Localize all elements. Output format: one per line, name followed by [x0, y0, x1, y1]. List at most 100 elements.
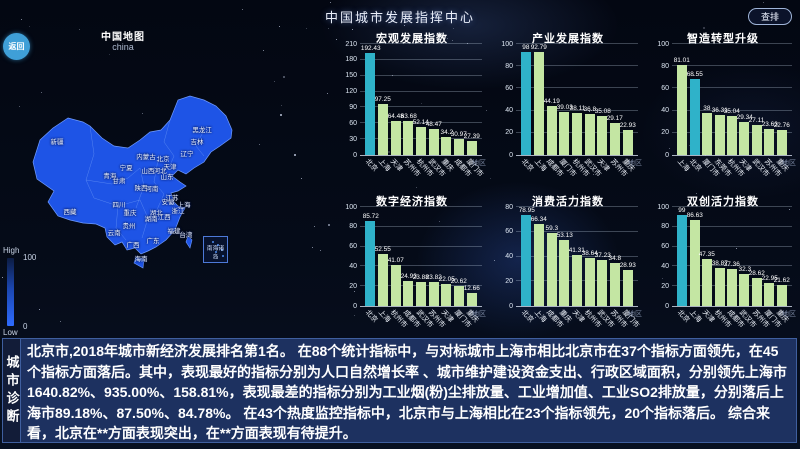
bar-上海[interactable]: [377, 103, 389, 155]
province-label-河北[interactable]: 河北: [153, 167, 167, 175]
south-china-sea-inset: 南海诸岛: [203, 236, 228, 263]
bar-天津[interactable]: [597, 116, 608, 155]
bar-北京[interactable]: [521, 52, 532, 155]
bar-column-武汉市: 48.47: [426, 44, 442, 155]
bar-天津[interactable]: [441, 284, 452, 306]
bar-武汉市[interactable]: [739, 274, 750, 306]
province-label-宁夏[interactable]: 宁夏: [119, 164, 133, 172]
bar-重庆[interactable]: [559, 240, 570, 306]
bar-杭州市[interactable]: [727, 116, 737, 155]
bar-武汉市[interactable]: [751, 124, 762, 155]
bar-厦门市[interactable]: [466, 140, 477, 155]
bar-北京[interactable]: [677, 215, 688, 306]
province-label-广西[interactable]: 广西: [126, 241, 140, 249]
bar-天津[interactable]: [702, 259, 713, 306]
province-label-辽宁[interactable]: 辽宁: [180, 150, 194, 158]
bar-重庆[interactable]: [776, 129, 787, 155]
bar-东莞市[interactable]: [714, 114, 725, 155]
bar-苏州市[interactable]: [403, 121, 414, 155]
star: [410, 11, 411, 12]
china-map[interactable]: 新疆 黑龙江吉林辽宁 内蒙古 北京 天津 河北 山西 山东 宁夏 青海 甘肃 陕西 河南西藏 四川 重庆 湖北…: [28, 90, 238, 305]
bar-武汉市[interactable]: [597, 259, 608, 306]
province-label-湖北[interactable]: 湖北: [149, 209, 163, 217]
province-label-陕西[interactable]: 陕西: [134, 184, 148, 192]
bar-北京[interactable]: [521, 215, 532, 306]
bar-上海[interactable]: [533, 223, 545, 306]
province-label-福建[interactable]: 福建: [167, 227, 181, 235]
province-label-江西[interactable]: 江西: [157, 213, 171, 221]
bar-厦门市[interactable]: [453, 285, 465, 306]
bar-天津[interactable]: [390, 120, 401, 155]
bar-天津[interactable]: [571, 254, 583, 306]
bar-重庆[interactable]: [441, 136, 452, 155]
bar-成都市[interactable]: [546, 105, 557, 155]
bar-上海[interactable]: [377, 253, 389, 306]
y-axis-tick: 40: [505, 107, 513, 115]
province-label-上海[interactable]: 上海: [177, 201, 191, 209]
bar-成都市[interactable]: [403, 281, 414, 306]
bar-杭州市[interactable]: [571, 112, 583, 155]
province-label-天津[interactable]: 天津: [163, 163, 177, 171]
bar-苏州市[interactable]: [428, 282, 439, 306]
star: [494, 260, 495, 261]
rank-button[interactable]: 查排: [748, 8, 792, 25]
province-label-北京[interactable]: 北京: [156, 155, 170, 163]
province-label-安徽[interactable]: 安徽: [161, 198, 175, 206]
bar-重庆[interactable]: [622, 129, 633, 155]
province-label-青海[interactable]: 青海: [103, 172, 117, 180]
province-label-云南[interactable]: 云南: [107, 229, 121, 237]
province-label-贵州[interactable]: 贵州: [122, 222, 136, 230]
province-label-西藏[interactable]: 西藏: [63, 208, 77, 216]
bar-杭州市[interactable]: [415, 127, 427, 155]
axis-unit-label: 地区: [782, 311, 796, 318]
province-label-新疆[interactable]: 新疆: [50, 138, 64, 146]
province-label-浙江[interactable]: 浙江: [171, 207, 185, 215]
province-label-江苏[interactable]: 江苏: [165, 194, 179, 202]
bar-value-label: 29.17: [606, 114, 624, 122]
bar-成都市[interactable]: [727, 269, 737, 306]
bar-武汉市[interactable]: [415, 282, 427, 306]
bar-厦门市[interactable]: [559, 111, 570, 155]
bar-杭州市[interactable]: [714, 267, 725, 306]
province-label-湖南[interactable]: 湖南: [144, 215, 158, 223]
bar-成都市[interactable]: [453, 138, 465, 155]
bar-苏州市[interactable]: [751, 277, 762, 306]
bar-厦门市[interactable]: [702, 112, 713, 155]
bar-上海[interactable]: [689, 220, 700, 306]
bar-上海[interactable]: [677, 65, 688, 155]
bar-厦门市[interactable]: [764, 283, 775, 306]
province-label-甘肃[interactable]: 甘肃: [112, 177, 126, 185]
province-label-重庆[interactable]: 重庆: [123, 209, 137, 217]
legend-gradient-bar[interactable]: [7, 258, 14, 326]
province-label-海南[interactable]: 海南: [134, 255, 148, 263]
bar-北京[interactable]: [365, 221, 376, 306]
bar-杭州市[interactable]: [584, 258, 595, 306]
province-label-台湾[interactable]: 台湾: [179, 231, 193, 239]
back-button[interactable]: 返回: [3, 33, 30, 60]
province-label-内蒙古[interactable]: 内蒙古: [136, 153, 156, 161]
province-label-黑龙江[interactable]: 黑龙江: [192, 126, 212, 134]
province-label-河南[interactable]: 河南: [145, 185, 159, 193]
bar-武汉市[interactable]: [428, 129, 439, 155]
bar-重庆[interactable]: [466, 293, 477, 306]
province-label-山东[interactable]: 山东: [160, 173, 174, 181]
bar-杭州市[interactable]: [390, 265, 401, 306]
province-label-吉林[interactable]: 吉林: [190, 138, 204, 146]
bar-苏州市[interactable]: [609, 122, 621, 155]
bar-成都市[interactable]: [546, 232, 557, 306]
province-label-四川[interactable]: 四川: [112, 201, 126, 209]
bar-武汉市[interactable]: [584, 114, 595, 155]
bar-重庆[interactable]: [776, 284, 787, 306]
bar-上海[interactable]: [533, 52, 545, 155]
diagnosis-side-tab: 城市诊断: [3, 339, 21, 442]
x-label-cell: 厦门市: [558, 156, 577, 181]
china-map-shape[interactable]: [28, 90, 238, 305]
bar-北京[interactable]: [689, 78, 700, 155]
province-label-广东[interactable]: 广东: [146, 237, 160, 245]
bar-苏州市[interactable]: [764, 128, 775, 155]
bar-北京[interactable]: [365, 53, 376, 155]
bar-厦门市[interactable]: [622, 270, 633, 306]
bar-天津[interactable]: [739, 122, 750, 155]
bar-苏州市[interactable]: [609, 262, 621, 306]
province-label-山西[interactable]: 山西: [141, 167, 155, 175]
